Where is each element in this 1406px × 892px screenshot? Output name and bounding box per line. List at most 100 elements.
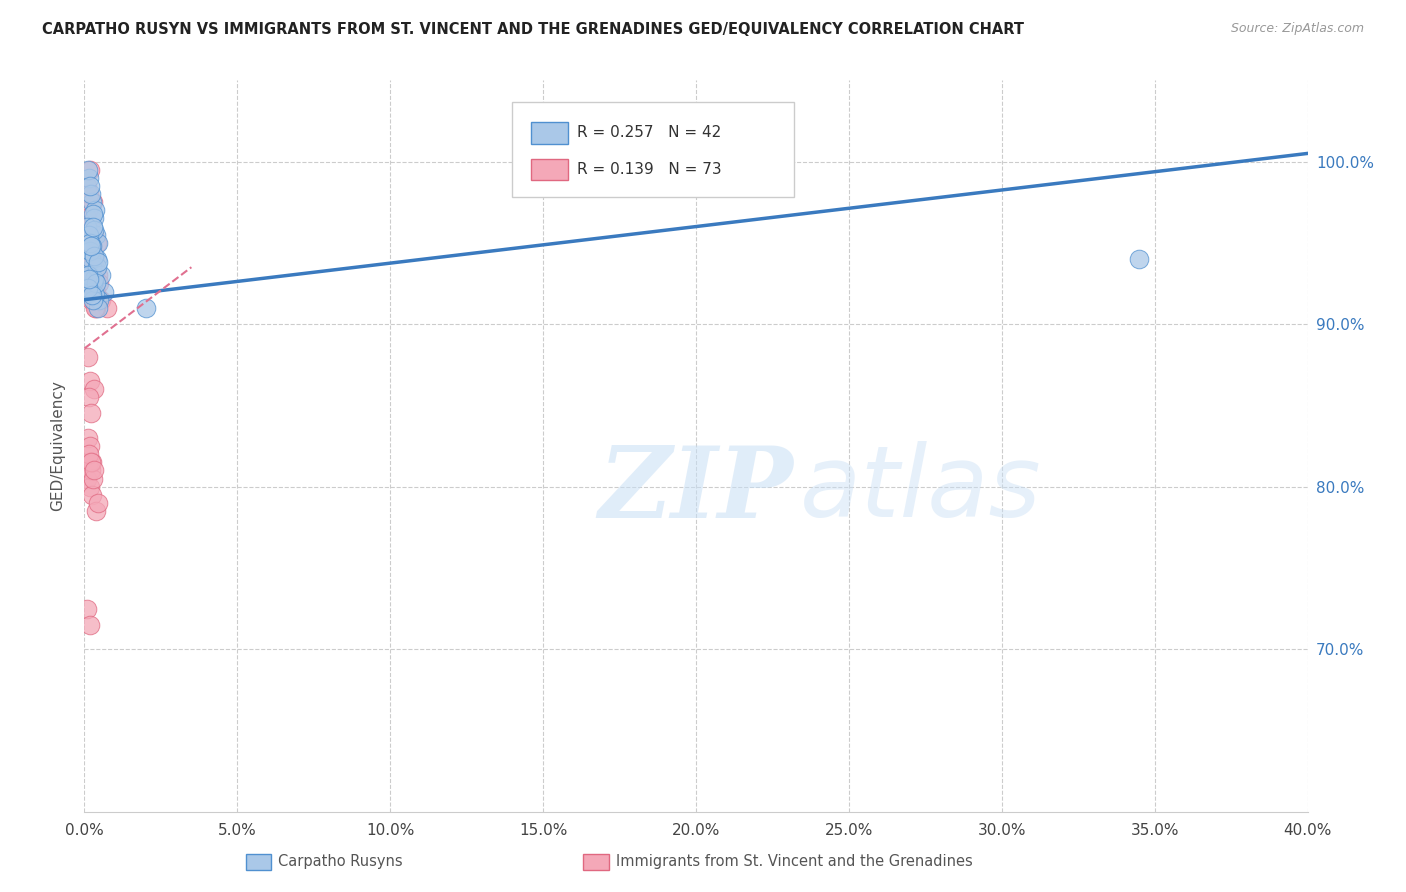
Point: [82, 455, 104, 469]
Point: [82, 268, 104, 283]
Point: [80, 288, 103, 302]
FancyBboxPatch shape: [531, 122, 568, 144]
Point: [77, 244, 100, 258]
Point: [79, 480, 101, 494]
Point: [82, 195, 104, 210]
FancyBboxPatch shape: [513, 103, 794, 197]
FancyBboxPatch shape: [531, 159, 568, 180]
Point: [80, 268, 103, 283]
Point: [83, 223, 105, 237]
Point: [82, 277, 104, 291]
Point: [90, 268, 112, 283]
Text: R = 0.139   N = 73: R = 0.139 N = 73: [578, 162, 721, 177]
Point: [135, 301, 157, 315]
Point: [77, 285, 100, 299]
Point: [83, 260, 105, 275]
Point: [79, 268, 101, 283]
Point: [82, 293, 104, 307]
Point: [83, 271, 105, 285]
Text: Carpatho Rusyns: Carpatho Rusyns: [278, 855, 404, 869]
Point: [86, 293, 108, 307]
Point: [93, 285, 115, 299]
Point: [82, 471, 104, 485]
Point: [83, 277, 105, 291]
Text: atlas: atlas: [800, 442, 1042, 539]
Text: Source: ZipAtlas.com: Source: ZipAtlas.com: [1230, 22, 1364, 36]
Point: [80, 239, 103, 253]
Point: [77, 268, 100, 283]
Point: [79, 235, 101, 250]
Point: [83, 227, 105, 242]
Point: [96, 301, 118, 315]
Point: [79, 260, 101, 275]
Point: [77, 227, 100, 242]
Point: [76, 211, 98, 226]
Point: [79, 244, 101, 258]
Point: [83, 249, 105, 263]
Point: [79, 285, 101, 299]
Point: [83, 268, 105, 283]
Point: [84, 227, 107, 242]
Point: [84, 203, 107, 218]
Point: [76, 471, 98, 485]
Point: [86, 260, 108, 275]
Point: [83, 211, 105, 226]
Point: [79, 617, 101, 632]
Point: [77, 268, 100, 283]
Point: [76, 252, 98, 266]
Point: [82, 285, 104, 299]
Point: [76, 281, 98, 295]
Point: [86, 235, 108, 250]
Point: [77, 252, 100, 266]
Point: [80, 187, 103, 202]
Point: [83, 463, 105, 477]
Point: [77, 271, 100, 285]
Point: [87, 293, 110, 307]
Text: ZIP: ZIP: [598, 442, 793, 538]
Point: [87, 277, 110, 291]
Point: [76, 350, 98, 364]
Point: [87, 268, 110, 283]
Point: [76, 178, 98, 193]
Point: [77, 162, 100, 177]
Point: [76, 601, 98, 615]
Point: [83, 382, 105, 396]
Point: [84, 285, 107, 299]
Text: Immigrants from St. Vincent and the Grenadines: Immigrants from St. Vincent and the Gren…: [616, 855, 973, 869]
Point: [79, 439, 101, 453]
Point: [80, 285, 103, 299]
Point: [80, 277, 103, 291]
Point: [77, 390, 100, 404]
Point: [87, 235, 110, 250]
Point: [82, 260, 104, 275]
Point: [84, 288, 107, 302]
Point: [82, 293, 104, 307]
Point: [77, 239, 100, 253]
Point: [77, 227, 100, 242]
Point: [80, 239, 103, 253]
Point: [82, 219, 104, 234]
Point: [80, 463, 103, 477]
Y-axis label: GED/Equivalency: GED/Equivalency: [51, 381, 66, 511]
Point: [77, 187, 100, 202]
Point: [80, 252, 103, 266]
Point: [87, 301, 110, 315]
Point: [80, 293, 103, 307]
Point: [79, 374, 101, 388]
Point: [82, 244, 104, 258]
Point: [80, 271, 103, 285]
Point: [77, 233, 100, 247]
Point: [79, 178, 101, 193]
Point: [84, 301, 107, 315]
Point: [77, 170, 100, 185]
Point: [87, 496, 110, 510]
Point: [1128, 252, 1150, 266]
Point: [79, 244, 101, 258]
Point: [80, 407, 103, 421]
Point: [84, 252, 107, 266]
Point: [79, 252, 101, 266]
Point: [83, 285, 105, 299]
Point: [86, 255, 108, 269]
Point: [83, 288, 105, 302]
Point: [80, 260, 103, 275]
